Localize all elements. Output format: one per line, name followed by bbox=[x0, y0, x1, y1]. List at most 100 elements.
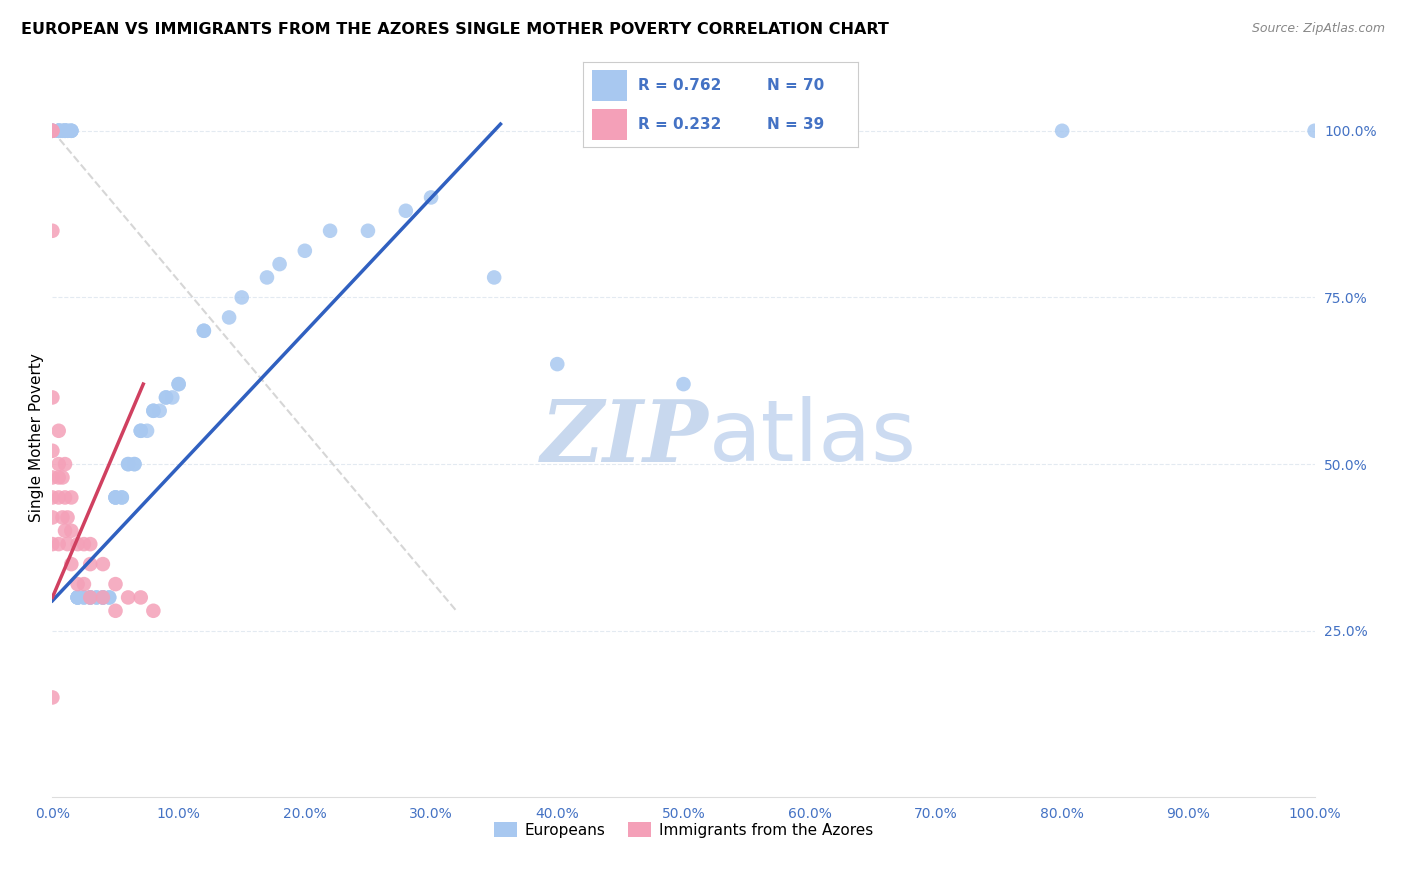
Point bbox=[86, 591, 108, 605]
Point bbox=[41, 491, 63, 505]
Point bbox=[167, 377, 190, 392]
Point bbox=[1050, 124, 1073, 138]
Point bbox=[48, 491, 70, 505]
Point bbox=[104, 577, 127, 591]
Point bbox=[48, 124, 70, 138]
Point bbox=[91, 591, 114, 605]
Point bbox=[60, 491, 83, 505]
Point bbox=[60, 124, 83, 138]
Point bbox=[53, 524, 76, 538]
Point bbox=[79, 591, 101, 605]
FancyBboxPatch shape bbox=[592, 109, 627, 139]
Point bbox=[79, 591, 101, 605]
Point bbox=[117, 457, 139, 471]
Point bbox=[41, 124, 63, 138]
Point bbox=[41, 124, 63, 138]
Point bbox=[149, 404, 172, 418]
Point bbox=[256, 270, 278, 285]
Point bbox=[41, 124, 63, 138]
Point bbox=[98, 591, 121, 605]
Point bbox=[73, 591, 96, 605]
Point bbox=[48, 124, 70, 138]
Point bbox=[66, 591, 89, 605]
Point bbox=[60, 557, 83, 571]
Point bbox=[41, 443, 63, 458]
Point bbox=[48, 124, 70, 138]
Point bbox=[546, 357, 568, 371]
Point bbox=[53, 124, 76, 138]
Text: N = 70: N = 70 bbox=[768, 78, 824, 93]
Point bbox=[129, 424, 152, 438]
Point bbox=[56, 537, 79, 551]
Point bbox=[91, 591, 114, 605]
Point bbox=[142, 404, 165, 418]
Point bbox=[66, 577, 89, 591]
Point bbox=[117, 457, 139, 471]
Point bbox=[53, 491, 76, 505]
Point bbox=[129, 591, 152, 605]
Point bbox=[53, 124, 76, 138]
Point bbox=[60, 124, 83, 138]
Point bbox=[129, 424, 152, 438]
Point bbox=[41, 510, 63, 524]
Point bbox=[66, 591, 89, 605]
Point bbox=[41, 537, 63, 551]
Point bbox=[79, 591, 101, 605]
Point bbox=[136, 424, 159, 438]
Point bbox=[91, 557, 114, 571]
Text: ZIP: ZIP bbox=[541, 396, 709, 479]
Point bbox=[111, 491, 134, 505]
Text: Source: ZipAtlas.com: Source: ZipAtlas.com bbox=[1251, 22, 1385, 36]
Point bbox=[155, 391, 177, 405]
Point bbox=[41, 690, 63, 705]
Point bbox=[117, 591, 139, 605]
Point bbox=[91, 591, 114, 605]
Point bbox=[86, 591, 108, 605]
Point bbox=[51, 124, 73, 138]
Point bbox=[48, 424, 70, 438]
Point bbox=[218, 310, 240, 325]
Point bbox=[53, 124, 76, 138]
Point bbox=[357, 224, 380, 238]
Point bbox=[167, 377, 190, 392]
Point bbox=[231, 290, 253, 304]
Point bbox=[60, 524, 83, 538]
Legend: Europeans, Immigrants from the Azores: Europeans, Immigrants from the Azores bbox=[488, 815, 879, 844]
Point bbox=[48, 124, 70, 138]
Point bbox=[294, 244, 316, 258]
Text: atlas: atlas bbox=[709, 396, 917, 479]
Point bbox=[395, 203, 418, 218]
Point bbox=[53, 124, 76, 138]
Text: R = 0.232: R = 0.232 bbox=[638, 117, 721, 132]
Point bbox=[142, 404, 165, 418]
Point bbox=[53, 457, 76, 471]
Point bbox=[672, 377, 695, 392]
Point bbox=[155, 391, 177, 405]
Point bbox=[104, 491, 127, 505]
Point bbox=[79, 537, 101, 551]
Point bbox=[73, 591, 96, 605]
Text: R = 0.762: R = 0.762 bbox=[638, 78, 721, 93]
Point bbox=[66, 591, 89, 605]
Point bbox=[41, 124, 63, 138]
Point bbox=[420, 190, 443, 204]
Point bbox=[56, 124, 79, 138]
Point bbox=[48, 537, 70, 551]
Point bbox=[142, 604, 165, 618]
Point bbox=[48, 457, 70, 471]
Point bbox=[73, 537, 96, 551]
Point bbox=[319, 224, 342, 238]
Point bbox=[269, 257, 291, 271]
Point bbox=[41, 124, 63, 138]
Y-axis label: Single Mother Poverty: Single Mother Poverty bbox=[30, 353, 44, 522]
Point bbox=[60, 124, 83, 138]
Point bbox=[104, 604, 127, 618]
Point bbox=[51, 510, 73, 524]
Text: N = 39: N = 39 bbox=[768, 117, 824, 132]
Point bbox=[41, 224, 63, 238]
Point bbox=[162, 391, 184, 405]
Point bbox=[41, 470, 63, 484]
Point bbox=[91, 591, 114, 605]
Point bbox=[124, 457, 146, 471]
Point bbox=[124, 457, 146, 471]
